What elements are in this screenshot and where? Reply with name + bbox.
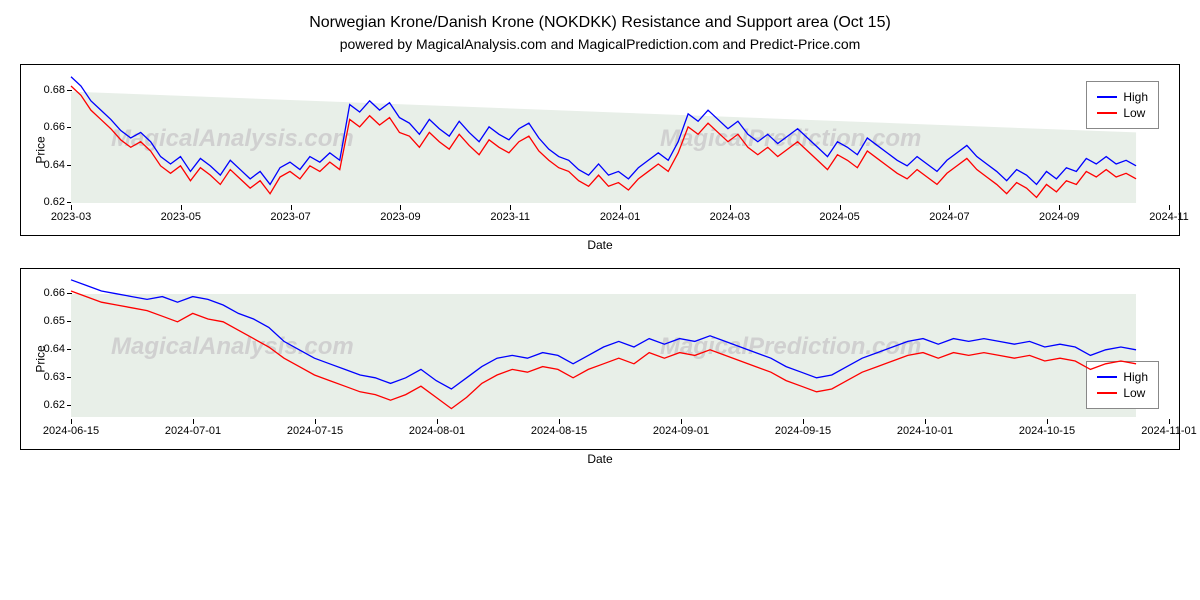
ytick-label: 0.64 xyxy=(44,343,65,355)
xtick-label: 2024-11 xyxy=(1149,211,1189,223)
chart-2-yaxis: 0.62 0.63 0.64 0.65 0.66 xyxy=(21,277,69,417)
xtick-label: 2023-07 xyxy=(270,211,310,223)
chart-2-plot-area: MagicalPrediction.comMagicalAnalysis.com… xyxy=(71,277,1167,417)
chart-2-xlabel: Date xyxy=(20,452,1180,466)
xtick-label: 2024-10-01 xyxy=(897,425,953,437)
chart-1-plot-area: MagicalPrediction.comMagicalAnalysis.com… xyxy=(71,73,1167,203)
line-low xyxy=(71,86,1136,197)
chart-subtitle: powered by MagicalAnalysis.com and Magic… xyxy=(10,36,1190,52)
ytick-label: 0.66 xyxy=(44,121,65,133)
ytick-label: 0.66 xyxy=(44,287,65,299)
xtick-label: 2024-05 xyxy=(819,211,859,223)
xtick-label: 2024-07-01 xyxy=(165,425,221,437)
chart-2-xaxis: 2024-06-152024-07-012024-07-152024-08-01… xyxy=(71,419,1167,449)
ytick-label: 0.62 xyxy=(44,196,65,208)
xtick-label: 2024-06-15 xyxy=(43,425,99,437)
chart-1-yaxis: 0.620.640.660.68 xyxy=(21,73,69,203)
ytick-label: 0.62 xyxy=(44,399,65,411)
chart-1-panel: Price 0.620.640.660.68 MagicalPrediction… xyxy=(20,64,1180,236)
ytick-label: 0.68 xyxy=(44,84,65,96)
chart-1-xlabel: Date xyxy=(20,238,1180,252)
xtick-label: 2024-10-15 xyxy=(1019,425,1075,437)
ytick-label: 0.63 xyxy=(44,371,65,383)
xtick-label: 2024-07 xyxy=(929,211,969,223)
xtick-label: 2024-01 xyxy=(600,211,640,223)
chart-2-wrap: Price 0.620.630.640.650.66 MagicalPredic… xyxy=(20,268,1180,466)
chart-1-wrap: Price 0.620.640.660.68 MagicalPrediction… xyxy=(20,64,1180,252)
xtick-label: 2024-08-01 xyxy=(409,425,465,437)
ytick-label: 0.65 xyxy=(44,315,65,327)
xtick-label: 2024-03 xyxy=(710,211,750,223)
xtick-label: 2023-09 xyxy=(380,211,420,223)
ytick-label: 0.64 xyxy=(44,159,65,171)
chart-1-xaxis: 2023-032023-052023-072023-092023-112024-… xyxy=(71,205,1167,235)
line-high xyxy=(71,280,1136,389)
xtick-label: 2024-11-01 xyxy=(1141,425,1196,437)
xtick-label: 2024-07-15 xyxy=(287,425,343,437)
xtick-label: 2024-09-15 xyxy=(775,425,831,437)
chart-title: Norwegian Krone/Danish Krone (NOKDKK) Re… xyxy=(10,14,1190,32)
xtick-label: 2023-11 xyxy=(490,211,530,223)
xtick-label: 2024-09 xyxy=(1039,211,1079,223)
xtick-label: 2023-03 xyxy=(51,211,91,223)
xtick-label: 2024-09-01 xyxy=(653,425,709,437)
xtick-label: 2024-08-15 xyxy=(531,425,587,437)
xtick-label: 2023-05 xyxy=(161,211,201,223)
chart-2-panel: Price 0.620.630.640.650.66 MagicalPredic… xyxy=(20,268,1180,450)
